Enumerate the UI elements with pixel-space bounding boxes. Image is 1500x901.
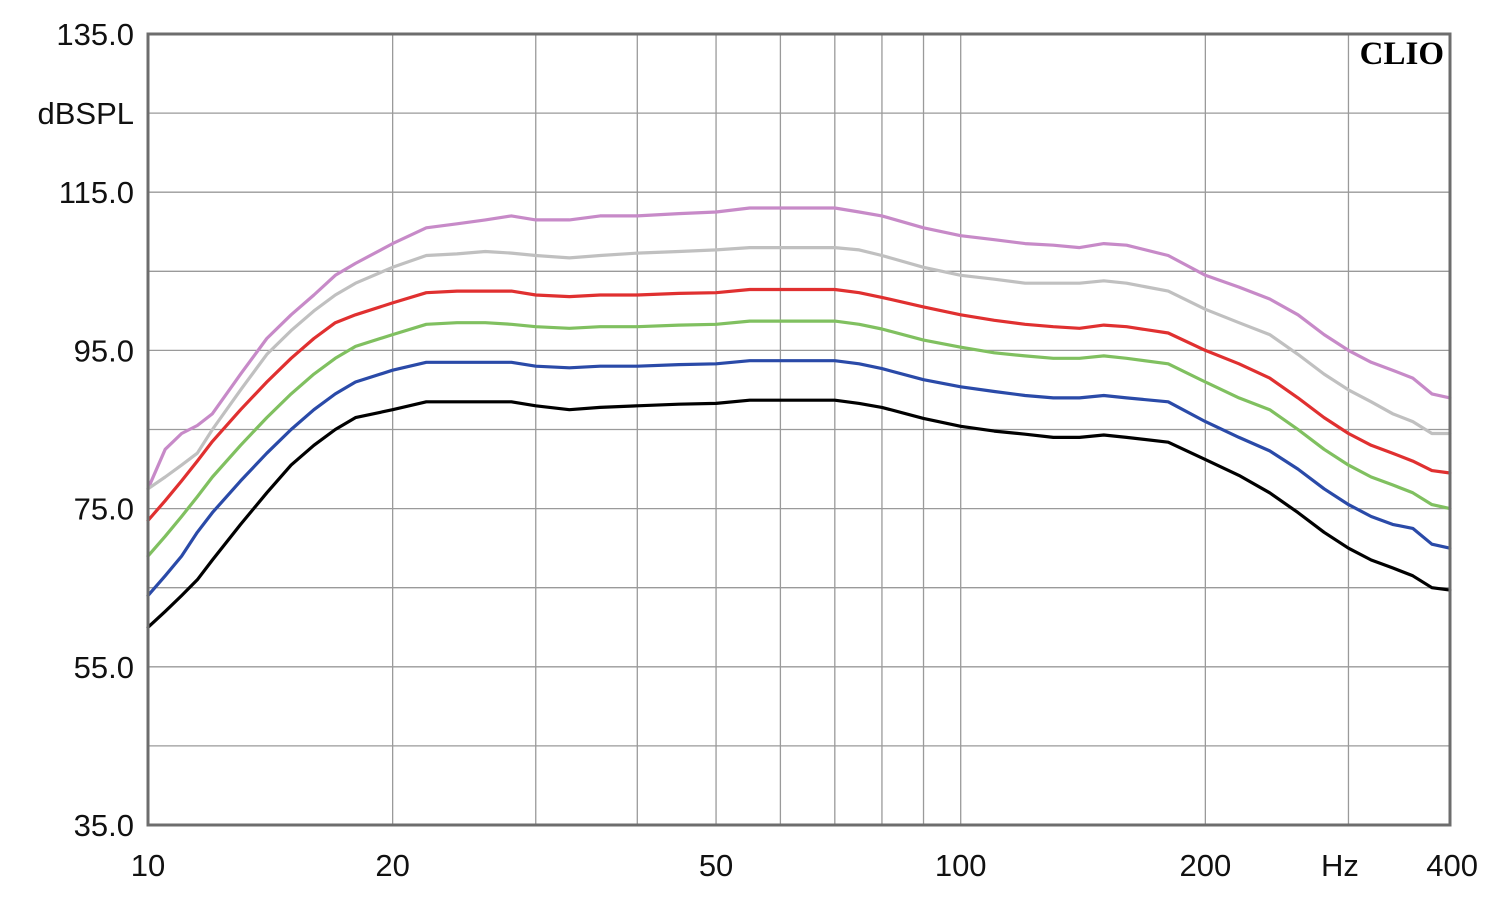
x-tick-label: 50 (699, 848, 733, 883)
series-line-4 (146, 319, 1452, 558)
x-tick-label: 200 (1179, 848, 1231, 883)
brand-logo: CLIO (1360, 36, 1444, 72)
series-line-5 (146, 359, 1452, 598)
x-gridlines (391, 34, 1350, 825)
y-tick-label: 95.0 (74, 333, 134, 368)
x-tick-label: 400 (1426, 848, 1478, 883)
y-tick-label: 75.0 (74, 492, 134, 527)
y-tick-label: 55.0 (74, 650, 134, 685)
series-line-6 (146, 398, 1452, 629)
y-gridlines (148, 112, 1450, 747)
y-tick-label: 135.0 (56, 17, 134, 52)
series-line-1 (146, 206, 1452, 491)
x-tick-labels: 10 20 50 100 200 400 (131, 848, 1478, 883)
series-layer (146, 206, 1452, 629)
x-axis-unit-label: Hz (1321, 848, 1359, 883)
series-line-2 (146, 246, 1452, 491)
y-tick-labels: 35.0 55.0 75.0 95.0 115.0 135.0 (56, 17, 134, 843)
x-tick-label: 100 (935, 848, 987, 883)
y-axis-unit-label: dBSPL (37, 96, 134, 131)
y-tick-label: 115.0 (59, 175, 134, 210)
series-line-3 (146, 287, 1452, 523)
x-tick-label: 10 (131, 848, 165, 883)
plot-frame (146, 32, 1452, 827)
x-tick-label: 20 (375, 848, 409, 883)
y-tick-label: 35.0 (74, 808, 134, 843)
